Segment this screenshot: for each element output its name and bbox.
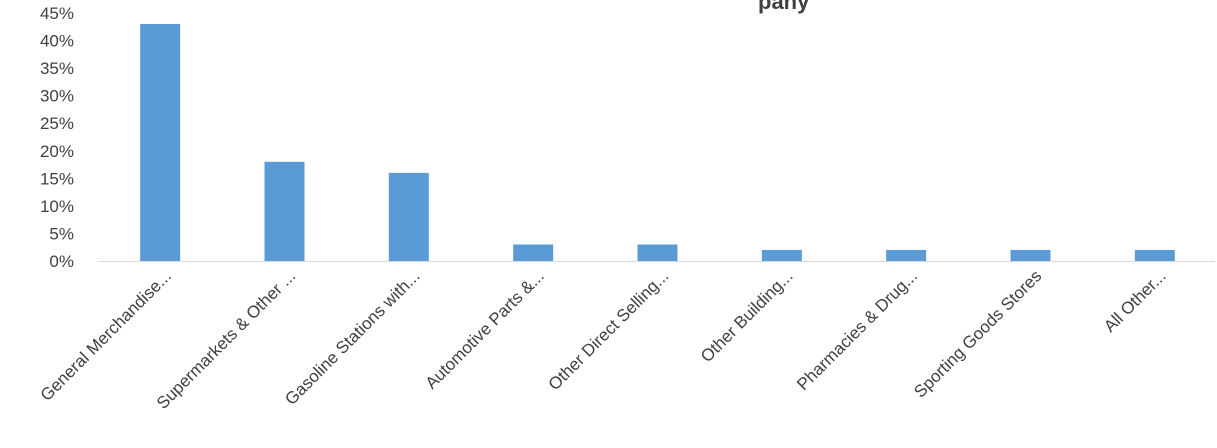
y-tick-label: 15% bbox=[40, 169, 74, 188]
bar bbox=[1134, 249, 1175, 261]
bar bbox=[513, 244, 554, 261]
y-tick-label: 35% bbox=[40, 59, 74, 78]
bars bbox=[140, 24, 1175, 262]
bar bbox=[637, 244, 678, 261]
x-tick-label: Supermarkets & Other ... bbox=[153, 266, 299, 412]
y-tick-label: 5% bbox=[49, 224, 74, 243]
bar bbox=[388, 172, 429, 261]
x-axis-labels: General Merchandise...Supermarkets & Oth… bbox=[37, 266, 1170, 412]
y-tick-label: 30% bbox=[40, 87, 74, 106]
y-tick-label: 40% bbox=[40, 32, 74, 51]
x-tick-label: Sporting Goods Stores bbox=[910, 266, 1045, 401]
bar bbox=[761, 249, 802, 261]
y-tick-label: 10% bbox=[40, 197, 74, 216]
x-tick-label: General Merchandise... bbox=[37, 266, 175, 404]
y-tick-label: 0% bbox=[49, 252, 74, 271]
y-tick-label: 45% bbox=[40, 4, 74, 23]
y-tick-label: 20% bbox=[40, 142, 74, 161]
bar bbox=[886, 249, 927, 261]
x-tick-label: Automotive Parts &... bbox=[422, 266, 548, 392]
x-tick-label: All Other... bbox=[1100, 266, 1170, 336]
bar bbox=[264, 161, 305, 261]
x-tick-label: Pharmacies & Drug... bbox=[793, 266, 921, 394]
y-tick-label: 25% bbox=[40, 114, 74, 133]
y-axis: 0% 5% 10% 15% 20% 25% 30% 35% 40% 45% bbox=[40, 4, 74, 271]
bar bbox=[140, 24, 181, 262]
x-tick-label: Other Direct Selling... bbox=[545, 266, 673, 394]
x-tick-label: Gasoline Stations with... bbox=[281, 266, 423, 408]
bar bbox=[1010, 249, 1051, 261]
x-tick-label: Other Building... bbox=[697, 266, 797, 366]
chart-title-fragment: pany bbox=[758, 0, 810, 14]
